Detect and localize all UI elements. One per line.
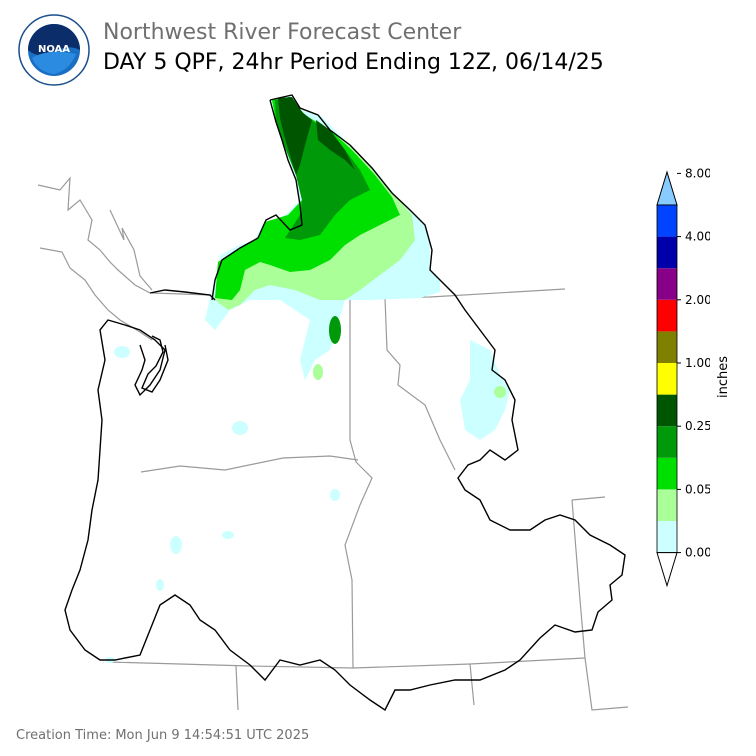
colorbar-segment <box>657 521 677 553</box>
colorbar-tick-label: 0.00 <box>685 546 710 560</box>
colorbar-under-triangle <box>656 552 678 588</box>
noaa-logo: NOAA <box>18 14 90 86</box>
creation-time: Creation Time: Mon Jun 9 14:54:51 UTC 202… <box>16 728 313 743</box>
noaa-logo-text: NOAA <box>38 44 70 55</box>
colorbar-segment <box>657 205 677 237</box>
colorbar-segment <box>657 394 677 427</box>
colorbar-segment <box>657 236 677 269</box>
colorbar-segment <box>657 299 677 332</box>
colorbar-segment <box>657 457 677 490</box>
colorbar-tick-label: 0.05 <box>685 482 710 496</box>
colorbar-tick-label: 4.00 <box>685 230 710 244</box>
colorbar-tick-label: 8.00 <box>685 168 710 180</box>
basin-boundary <box>64 94 626 712</box>
colorbar-segment <box>657 489 677 521</box>
colorbar-segment <box>657 426 677 458</box>
colorbar-segment <box>657 331 677 363</box>
creation-time-label: Creation Time: <box>16 728 112 743</box>
creation-time-value: Mon Jun 9 14:54:51 UTC 2025 <box>115 728 310 743</box>
precip-colorbar: 0.00 0.05 0.25 1.00 2.00 4.00 8.00 <box>656 168 710 588</box>
colorbar-over-triangle <box>656 170 678 206</box>
org-title: Northwest River Forecast Center <box>103 20 462 45</box>
colorbar-tick-label: 0.25 <box>685 419 710 433</box>
colorbar-segment <box>657 268 677 300</box>
colorbar-tick-label: 2.00 <box>685 293 710 307</box>
colorbar-units-label: inches <box>716 355 731 398</box>
precip-shading <box>105 95 510 663</box>
product-title: DAY 5 QPF, 24hr Period Ending 12Z, 06/14… <box>103 50 604 75</box>
colorbar-segment <box>657 363 677 395</box>
colorbar-tick-label: 1.00 <box>685 356 710 370</box>
colorbar-frame <box>656 204 678 554</box>
